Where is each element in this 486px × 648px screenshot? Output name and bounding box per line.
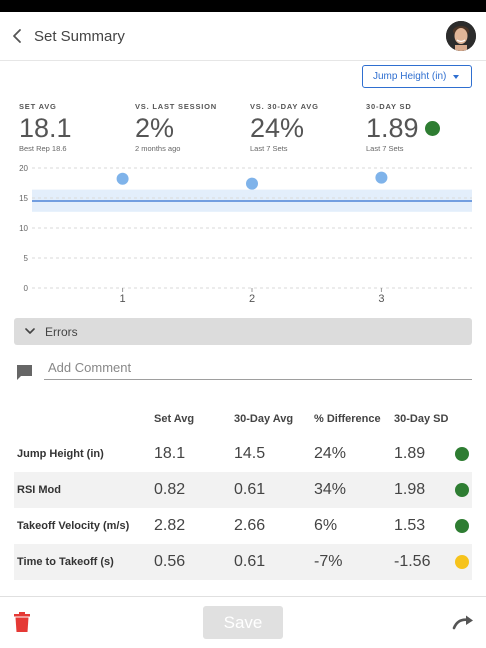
stat-value: 18.1: [19, 113, 72, 143]
metrics-table: Set Avg 30-Day Avg % Difference 30-Day S…: [14, 404, 472, 580]
stat-label: VS. 30-DAY AVG: [250, 102, 319, 111]
status-indicator: [455, 447, 469, 461]
column-header: 30-Day Avg: [234, 413, 294, 425]
cell-30-day-avg: 14.5: [234, 445, 266, 462]
stat-value: 24%: [250, 113, 305, 143]
errors-label: Errors: [45, 324, 78, 339]
cell-set-avg: 0.82: [154, 481, 186, 498]
cell-30-day-avg: 0.61: [234, 481, 266, 498]
stat-set-avg: SET AVG 18.1 Best Rep 18.6: [19, 102, 72, 153]
table-row: Time to Takeoff (s) 0.56 0.61 -7% -1.56: [14, 544, 472, 580]
data-point: [246, 177, 258, 190]
save-button[interactable]: Save: [203, 606, 283, 639]
stat-label: VS. LAST SESSION: [135, 102, 217, 111]
jump-height-chart: 0 5 10 15 20 1 2 3: [19, 164, 472, 305]
cell-30-day-sd: 1.89: [394, 445, 426, 462]
data-point: [116, 172, 129, 185]
row-metric-name: Takeoff Velocity (m/s): [17, 520, 130, 532]
page-title: Set Summary: [34, 28, 125, 45]
x-tick-label: 1: [120, 293, 126, 305]
chevron-down-icon: [24, 326, 36, 338]
y-tick-label: 5: [24, 254, 29, 263]
cell-pct-difference: 24%: [314, 445, 347, 462]
x-tick-label: 3: [378, 293, 384, 305]
y-tick-label: 0: [24, 284, 29, 293]
cell-set-avg: 2.82: [154, 517, 186, 534]
x-tick-label: 2: [249, 293, 255, 305]
avatar[interactable]: [446, 21, 476, 51]
header: Set Summary: [0, 12, 486, 61]
row-metric-name: RSI Mod: [17, 484, 61, 496]
cell-30-day-sd: 1.98: [394, 481, 426, 498]
stat-30-day-sd: 30-DAY SD 1.89 Last 7 Sets: [366, 102, 419, 153]
cell-set-avg: 18.1: [154, 445, 186, 462]
y-tick-label: 10: [19, 224, 28, 233]
data-point: [375, 171, 388, 184]
trash-icon[interactable]: [13, 612, 31, 632]
column-header: % Difference: [314, 413, 381, 425]
errors-toggle[interactable]: Errors: [14, 318, 472, 345]
table-row: RSI Mod 0.82 0.61 34% 1.98: [14, 472, 472, 508]
cell-pct-difference: 6%: [314, 517, 338, 534]
metric-dropdown-value: Jump Height (in): [373, 71, 447, 82]
caret-down-icon: [453, 75, 459, 79]
cell-pct-difference: -7%: [314, 553, 343, 570]
status-indicator: [455, 519, 469, 533]
stat-subtext: Last 7 Sets: [366, 144, 404, 153]
cell-30-day-avg: 0.61: [234, 553, 266, 570]
status-indicator: [455, 555, 469, 569]
status-indicator: [455, 483, 469, 497]
stat-subtext: 2 months ago: [135, 144, 181, 153]
column-header: 30-Day SD: [394, 413, 449, 425]
y-tick-label: 15: [19, 194, 28, 203]
stat-subtext: Best Rep 18.6: [19, 144, 67, 153]
column-header: Set Avg: [154, 413, 195, 425]
comment-icon: [17, 365, 32, 380]
metric-dropdown[interactable]: Jump Height (in): [362, 65, 472, 88]
status-bar: [0, 0, 486, 12]
stat-subtext: Last 7 Sets: [250, 144, 288, 153]
back-button[interactable]: [6, 24, 28, 48]
comment-input[interactable]: [44, 356, 472, 380]
row-metric-name: Time to Takeoff (s): [17, 556, 114, 568]
stat-label: SET AVG: [19, 102, 57, 111]
cell-pct-difference: 34%: [314, 481, 347, 498]
stat-value: 2%: [135, 113, 175, 143]
table-row: Jump Height (in) 18.1 14.5 24% 1.89: [14, 436, 472, 472]
redo-icon[interactable]: [452, 614, 476, 632]
cell-30-day-sd: 1.53: [394, 517, 426, 534]
footer: Save: [0, 596, 486, 648]
sd-status-indicator: [425, 121, 440, 136]
cell-set-avg: 0.56: [154, 553, 186, 570]
profile-photo: [446, 21, 476, 51]
y-tick-label: 20: [19, 164, 28, 173]
cell-30-day-sd: -1.56: [394, 553, 431, 570]
stat-label: 30-DAY SD: [366, 102, 412, 111]
table-header: Set Avg 30-Day Avg % Difference 30-Day S…: [14, 404, 472, 436]
row-metric-name: Jump Height (in): [17, 448, 104, 460]
stat-vs-30-day-avg: VS. 30-DAY AVG 24% Last 7 Sets: [250, 102, 319, 153]
stat-vs-last-session: VS. LAST SESSION 2% 2 months ago: [135, 102, 217, 153]
cell-30-day-avg: 2.66: [234, 517, 266, 534]
table-row: Takeoff Velocity (m/s) 2.82 2.66 6% 1.53: [14, 508, 472, 544]
stat-value: 1.89: [366, 113, 419, 143]
chevron-left-icon: [13, 29, 21, 43]
